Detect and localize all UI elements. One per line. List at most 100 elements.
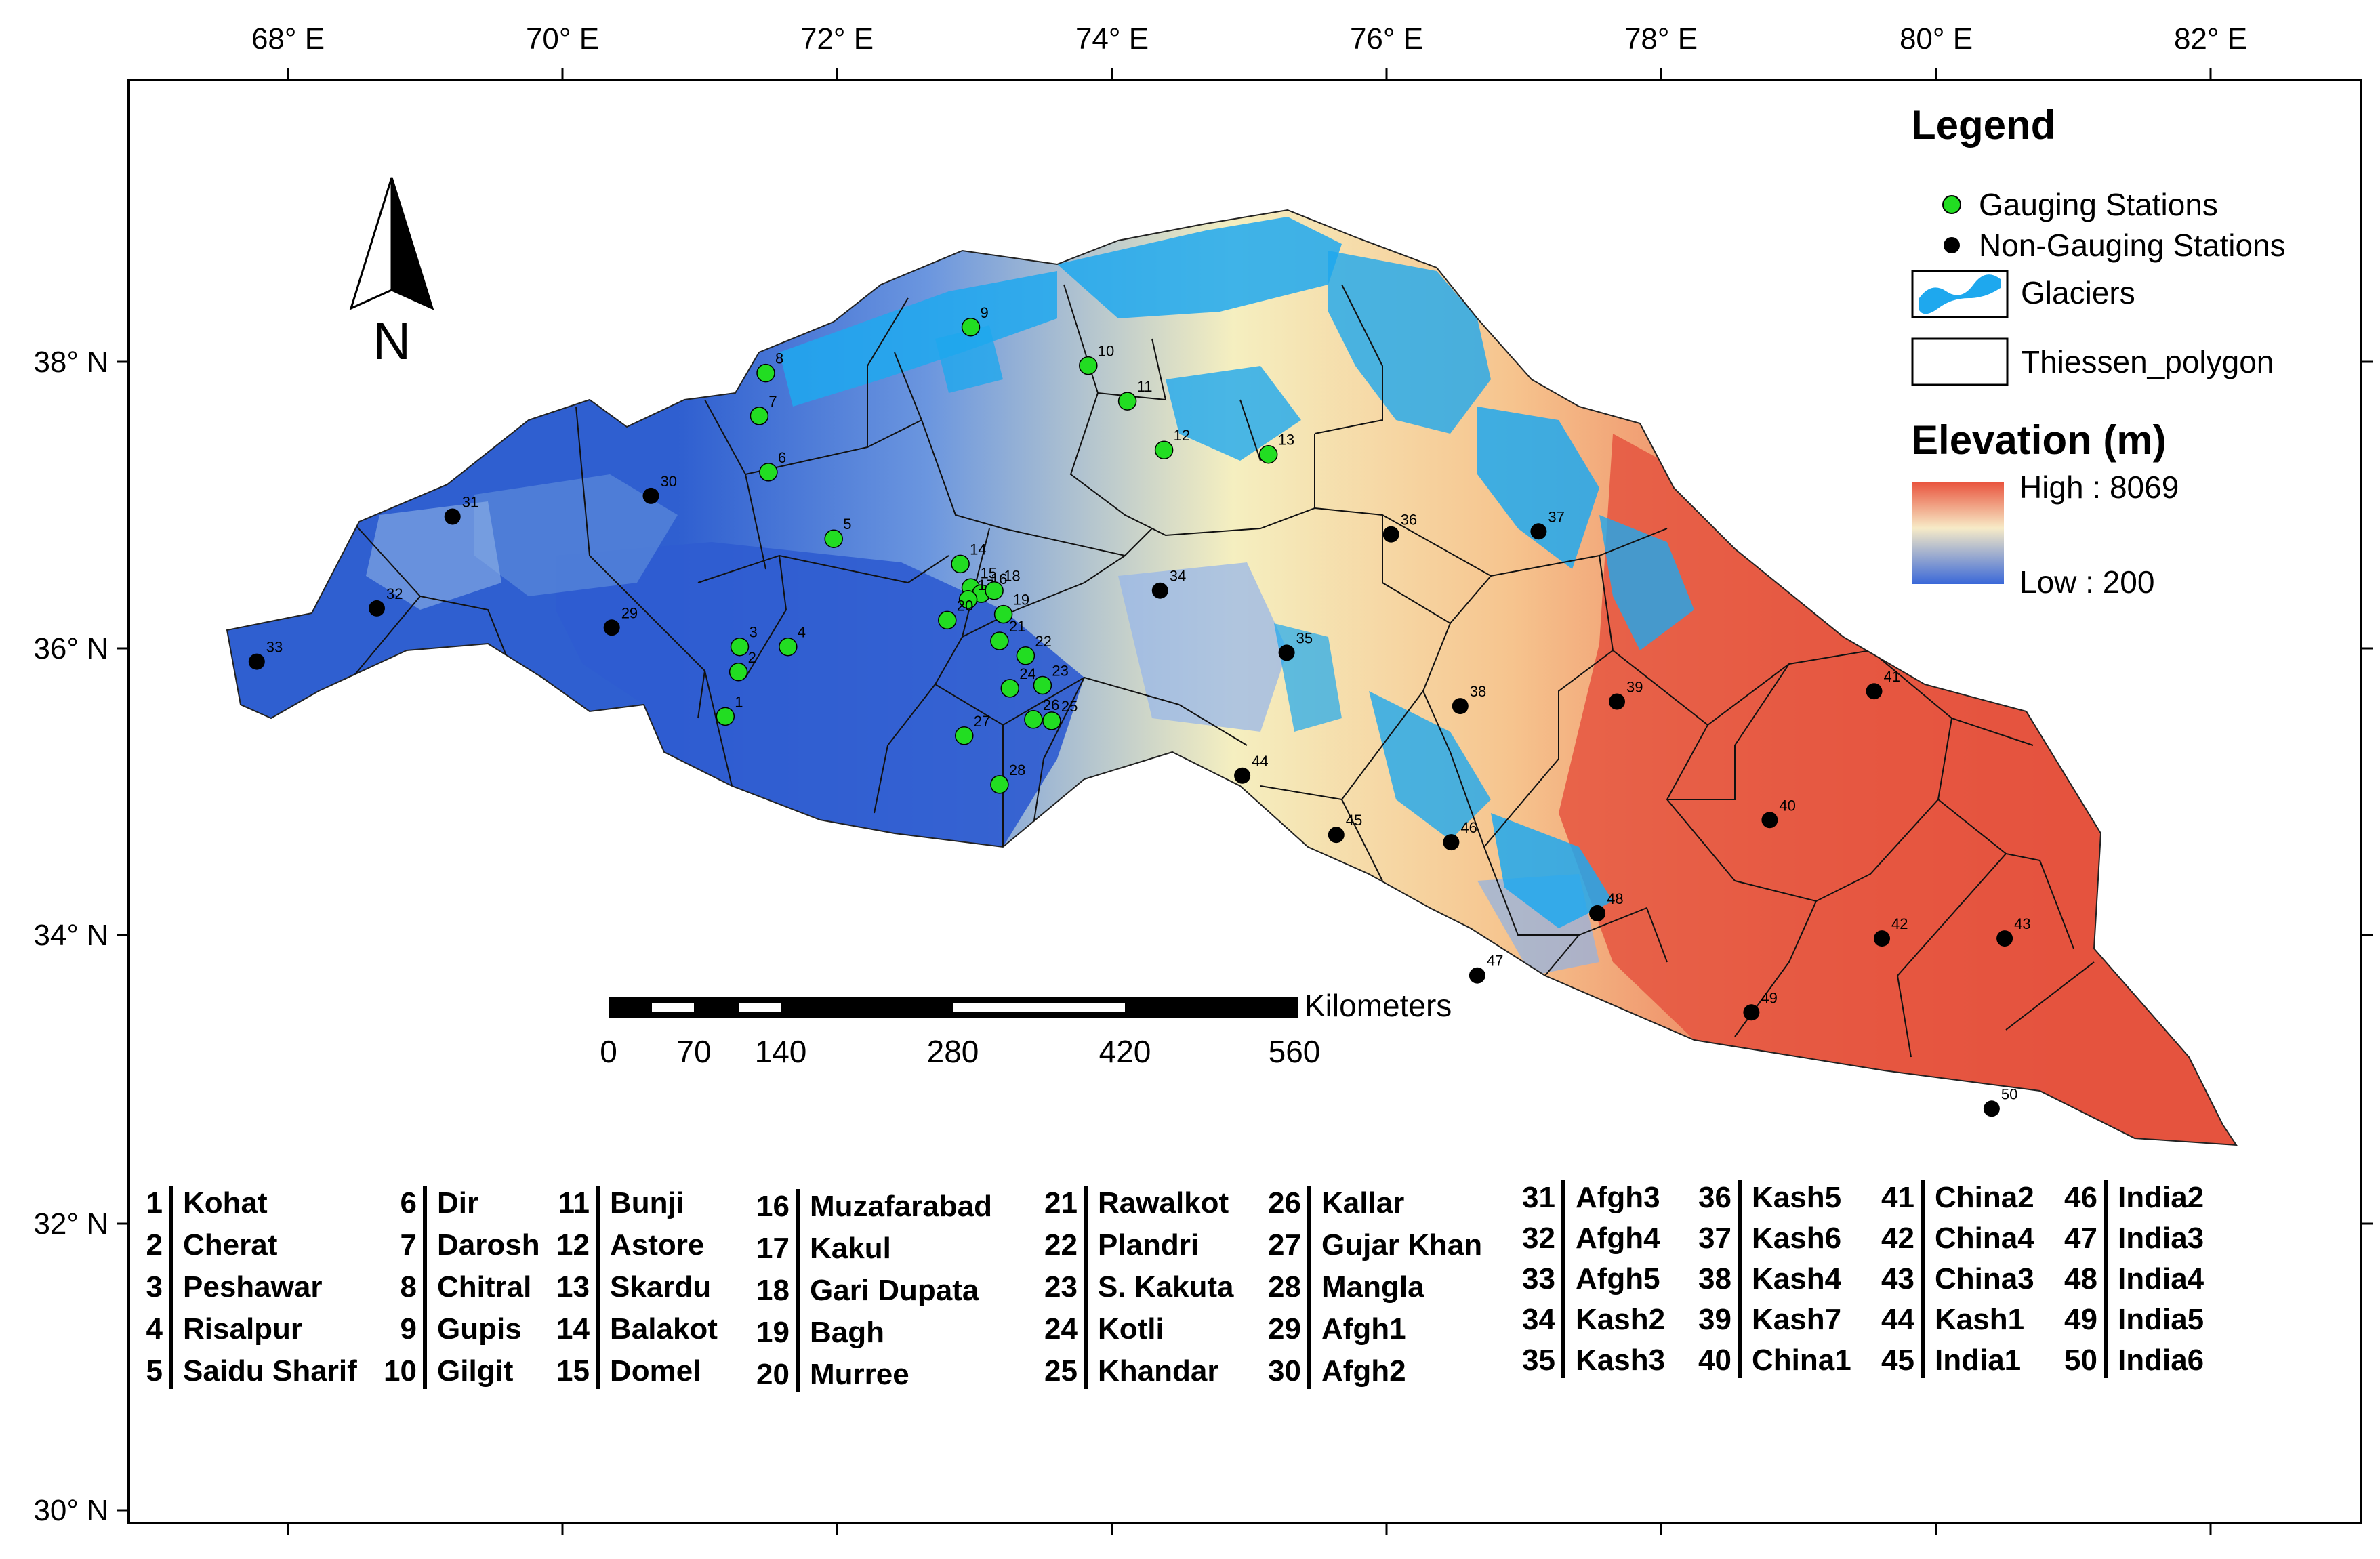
non-gauging-station-marker	[1382, 526, 1399, 543]
station-key-number: 19	[756, 1316, 789, 1349]
scale-bar: Kilometers 0 70 140 280 420 560	[600, 988, 1452, 1069]
station-key-number: 22	[1044, 1228, 1078, 1262]
station-number-label: 24	[1019, 665, 1035, 682]
station-number-label: 21	[1009, 618, 1025, 635]
station-key-number: 15	[556, 1354, 590, 1388]
gauging-station-marker	[1016, 646, 1035, 665]
station-key-number: 21	[1044, 1186, 1078, 1220]
station-key-number: 33	[1522, 1262, 1555, 1295]
station-key-number: 24	[1044, 1312, 1078, 1346]
station-key-number: 30	[1268, 1354, 1301, 1388]
station-number-label: 2	[748, 649, 756, 666]
station-key-name: Kohat	[183, 1186, 268, 1220]
station-key-number: 45	[1881, 1344, 1914, 1377]
station-key-number: 18	[756, 1274, 789, 1307]
station-key-name: Afgh2	[1321, 1354, 1406, 1388]
gauging-station-marker	[729, 663, 748, 682]
station-key-name: China4	[1935, 1222, 2034, 1255]
station-number-label: 35	[1296, 629, 1313, 646]
station-number-label: 39	[1626, 679, 1643, 696]
station-key-name: Murree	[810, 1358, 909, 1391]
station-key-name: Kakul	[810, 1232, 891, 1265]
station-number-label: 32	[386, 585, 403, 602]
station-key-number: 31	[1522, 1181, 1555, 1214]
station-number-label: 46	[1460, 819, 1477, 836]
gauging-station-icon	[1942, 195, 1961, 214]
station-key-number: 25	[1044, 1354, 1078, 1388]
station-number-label: 6	[778, 449, 786, 466]
non-gauging-station-marker	[1589, 905, 1606, 921]
station-number-label: 3	[750, 624, 758, 641]
legend-non-gauging: Non-Gauging Stations	[1979, 228, 2286, 263]
station-number-label: 45	[1346, 812, 1362, 829]
non-gauging-station-marker	[1996, 930, 2013, 947]
station-key-number: 49	[2064, 1303, 2097, 1336]
station-key-name: Bagh	[810, 1316, 884, 1349]
gauging-station-marker	[1033, 675, 1052, 695]
station-key-name: Kash6	[1752, 1222, 1841, 1255]
latitude-labels: 38° N 36° N 34° N 32° N 30° N	[33, 346, 108, 1527]
non-gauging-station-marker	[603, 619, 620, 636]
station-key-number: 47	[2064, 1222, 2097, 1255]
station-key-number: 10	[384, 1354, 417, 1388]
station-number-label: 5	[843, 516, 851, 533]
scale-unit: Kilometers	[1305, 988, 1452, 1023]
gauging-station-marker	[824, 529, 843, 548]
legend-gauging: Gauging Stations	[1979, 187, 2218, 222]
station-number-label: 10	[1098, 343, 1114, 360]
station-number-label: 28	[1009, 762, 1025, 778]
non-gauging-station-marker	[1530, 523, 1547, 540]
gauging-station-marker	[1024, 710, 1043, 729]
station-number-label: 38	[1470, 683, 1486, 700]
station-key-name: Kallar	[1321, 1186, 1404, 1220]
station-key-number: 16	[756, 1190, 789, 1223]
station-key-name: Domel	[610, 1354, 701, 1388]
station-key-name: Afgh5	[1576, 1262, 1660, 1295]
station-number-label: 48	[1607, 890, 1623, 907]
non-gauging-station-marker	[1874, 930, 1890, 947]
gauging-station-marker	[955, 726, 974, 745]
station-number-label: 36	[1401, 512, 1417, 528]
elevation-high: High : 8069	[2019, 470, 2179, 505]
legend-glaciers: Glaciers	[2021, 275, 2135, 310]
non-gauging-station-marker	[1452, 698, 1469, 715]
station-key-number: 36	[1698, 1181, 1731, 1214]
station-number-label: 4	[798, 624, 806, 641]
elevation-low: Low : 200	[2019, 564, 2154, 600]
non-gauging-station-marker	[248, 653, 265, 670]
station-key-number: 9	[401, 1312, 417, 1346]
station-number-label: 50	[2001, 1085, 2017, 1102]
non-gauging-station-marker	[1151, 582, 1168, 599]
station-key-number: 27	[1268, 1228, 1301, 1262]
station-key-name: Afgh3	[1576, 1181, 1660, 1214]
station-key-name: Balakot	[610, 1312, 718, 1346]
station-key-name: Rawalkot	[1098, 1186, 1229, 1220]
legend: Legend Gauging Stations Non-Gauging Stat…	[1911, 102, 2286, 600]
station-key-name: India1	[1935, 1344, 2021, 1377]
station-number-label: 47	[1487, 953, 1503, 970]
station-number-label: 40	[1779, 797, 1795, 814]
lat-tick-label: 30° N	[33, 1494, 108, 1527]
station-key-name: Skardu	[610, 1270, 711, 1304]
station-key-number: 5	[146, 1354, 163, 1388]
station-number-label: 14	[970, 541, 986, 558]
station-number-label: 13	[1278, 432, 1294, 449]
station-key-name: Gujar Khan	[1321, 1228, 1482, 1262]
non-gauging-station-marker	[1278, 644, 1295, 661]
non-gauging-station-marker	[1328, 827, 1345, 844]
station-key-name: Kash4	[1752, 1262, 1842, 1295]
station-key-number: 4	[146, 1312, 163, 1346]
station-number-label: 37	[1548, 508, 1564, 525]
non-gauging-station-marker	[642, 487, 659, 504]
scale-label: 70	[676, 1034, 711, 1069]
north-label: N	[373, 311, 411, 371]
thiessen-swatch-icon	[1911, 337, 2009, 386]
station-number-label: 23	[1052, 663, 1068, 680]
station-key-name: Astore	[610, 1228, 704, 1262]
station-key-number: 20	[756, 1358, 789, 1391]
station-number-label: 30	[661, 473, 677, 490]
legend-title: Legend	[1911, 102, 2055, 148]
station-number-label: 11	[1137, 378, 1153, 395]
station-number-label: 43	[2014, 915, 2030, 932]
station-key-name: Dir	[437, 1186, 478, 1220]
